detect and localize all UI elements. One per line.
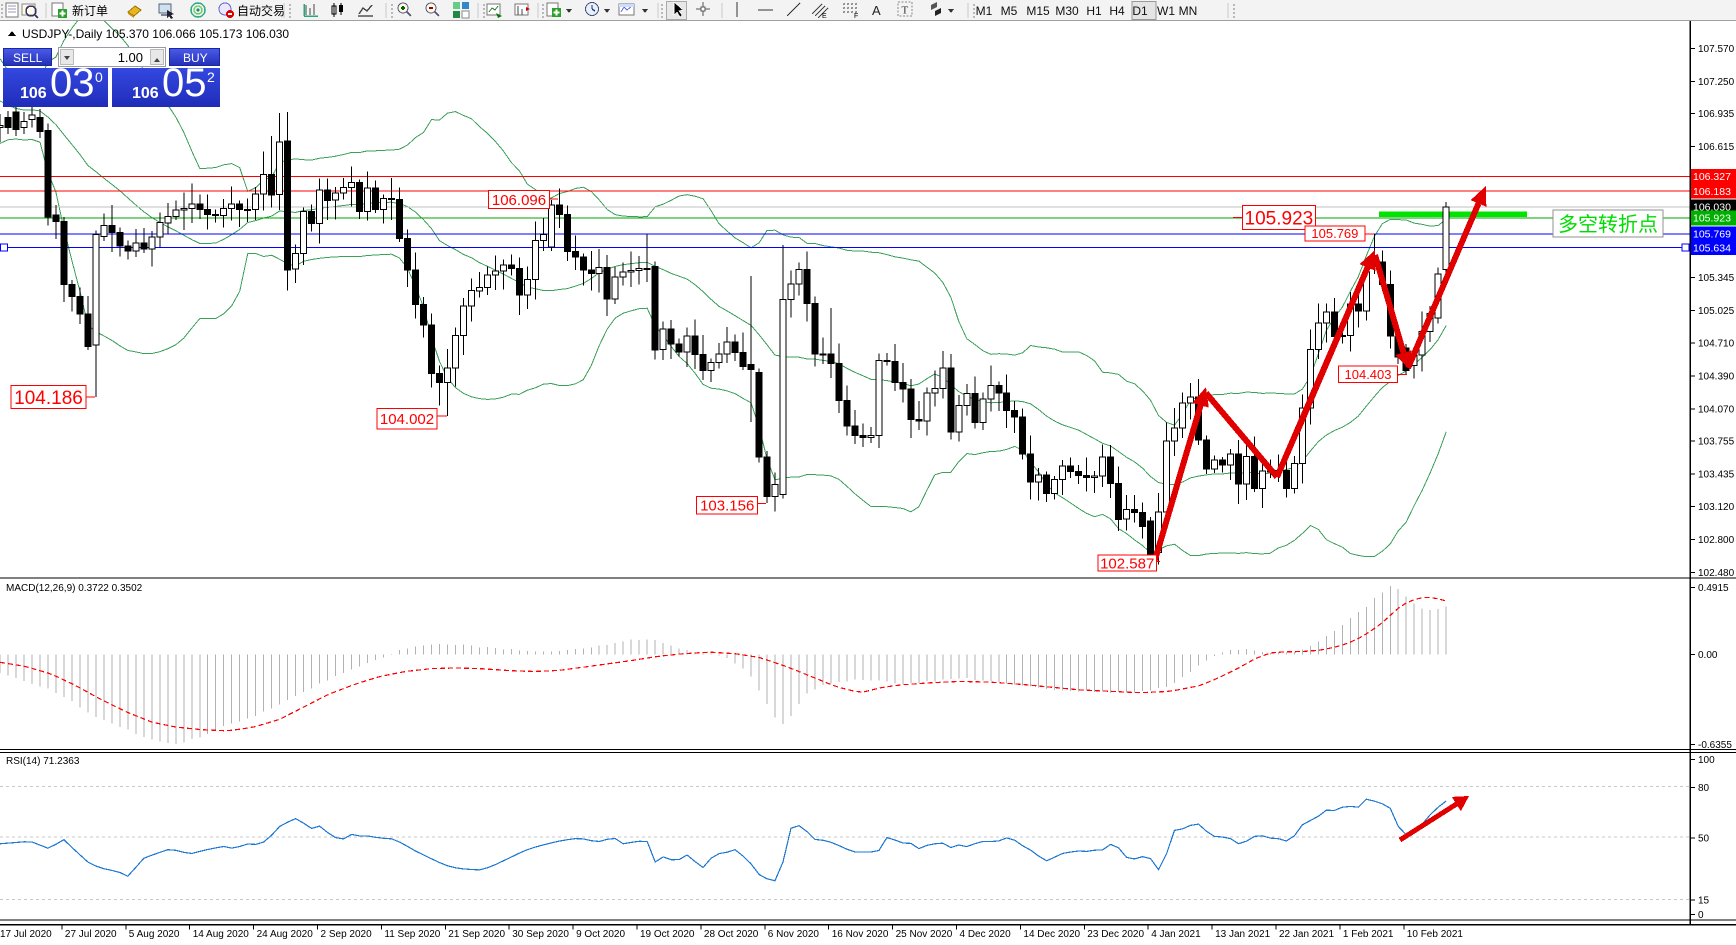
- svg-text:T: T: [902, 5, 909, 17]
- svg-text:104.403: 104.403: [1345, 367, 1392, 382]
- svg-text:H1: H1: [1086, 4, 1102, 18]
- svg-text:MACD(12,26,9) 0.3722 0.3502: MACD(12,26,9) 0.3722 0.3502: [6, 583, 143, 594]
- svg-text:107.250: 107.250: [1698, 77, 1735, 88]
- svg-text:105.634: 105.634: [1693, 243, 1731, 255]
- svg-text:104.710: 104.710: [1698, 338, 1735, 349]
- svg-text:102.587: 102.587: [1100, 556, 1154, 573]
- svg-text:M30: M30: [1055, 4, 1079, 18]
- svg-text:105.769: 105.769: [1311, 226, 1358, 241]
- svg-text:21 Sep 2020: 21 Sep 2020: [448, 929, 505, 940]
- svg-text:M5: M5: [1001, 4, 1018, 18]
- svg-text:27 Jul 2020: 27 Jul 2020: [65, 929, 117, 940]
- svg-text:103.435: 103.435: [1698, 470, 1735, 481]
- svg-text:106.327: 106.327: [1693, 171, 1731, 183]
- svg-text:9 Oct 2020: 9 Oct 2020: [576, 929, 625, 940]
- svg-text:自动交易: 自动交易: [237, 3, 285, 18]
- svg-text:0: 0: [1698, 910, 1704, 921]
- svg-text:105.345: 105.345: [1698, 273, 1735, 284]
- svg-text:104.070: 104.070: [1698, 404, 1735, 415]
- svg-text:107.570: 107.570: [1698, 44, 1735, 55]
- svg-text:106.183: 106.183: [1693, 186, 1731, 198]
- svg-text:0.00: 0.00: [1698, 650, 1718, 661]
- svg-text:16 Nov 2020: 16 Nov 2020: [832, 929, 889, 940]
- svg-text:11 Sep 2020: 11 Sep 2020: [384, 929, 440, 940]
- svg-text:1 Feb 2021: 1 Feb 2021: [1343, 929, 1394, 940]
- svg-text:新订单: 新订单: [72, 3, 108, 18]
- svg-text:103.156: 103.156: [700, 498, 754, 515]
- svg-text:104.390: 104.390: [1698, 371, 1735, 382]
- svg-text:MN: MN: [1179, 4, 1198, 18]
- svg-text:23 Dec 2020: 23 Dec 2020: [1087, 929, 1144, 940]
- svg-text:102.480: 102.480: [1698, 568, 1735, 579]
- svg-text:USDJPY-,Daily 105.370 106.066: USDJPY-,Daily 105.370 106.066 105.173 10…: [22, 27, 289, 41]
- svg-text:106.096: 106.096: [492, 192, 546, 209]
- svg-text:50: 50: [1698, 834, 1710, 845]
- svg-text:14 Aug 2020: 14 Aug 2020: [193, 929, 250, 940]
- svg-text:103.120: 103.120: [1698, 502, 1735, 513]
- svg-text:RSI(14) 71.2363: RSI(14) 71.2363: [6, 756, 80, 767]
- svg-text:M1: M1: [976, 4, 993, 18]
- svg-text:W1: W1: [1157, 4, 1175, 18]
- svg-text:A: A: [872, 3, 881, 18]
- svg-text:105.923: 105.923: [1693, 213, 1731, 225]
- svg-text:106.935: 106.935: [1698, 109, 1735, 120]
- svg-text:104.002: 104.002: [380, 411, 434, 428]
- svg-text:105.025: 105.025: [1698, 306, 1735, 317]
- svg-text:102.800: 102.800: [1698, 535, 1735, 546]
- svg-text:104.186: 104.186: [14, 388, 83, 409]
- svg-text:4 Dec 2020: 4 Dec 2020: [960, 929, 1012, 940]
- svg-text:E: E: [822, 13, 827, 20]
- svg-text:2 Sep 2020: 2 Sep 2020: [321, 929, 373, 940]
- svg-text:D1: D1: [1132, 4, 1148, 18]
- svg-text:10 Feb 2021: 10 Feb 2021: [1407, 929, 1464, 940]
- svg-text:24 Aug 2020: 24 Aug 2020: [257, 929, 314, 940]
- svg-text:4 Jan 2021: 4 Jan 2021: [1151, 929, 1201, 940]
- svg-text:30 Sep 2020: 30 Sep 2020: [512, 929, 569, 940]
- svg-text:13 Jan 2021: 13 Jan 2021: [1215, 929, 1270, 940]
- svg-text:17 Jul 2020: 17 Jul 2020: [0, 929, 52, 940]
- svg-text:F: F: [854, 13, 858, 20]
- svg-text:6 Nov 2020: 6 Nov 2020: [768, 929, 820, 940]
- svg-text:19 Oct 2020: 19 Oct 2020: [640, 929, 695, 940]
- svg-text:105.923: 105.923: [1245, 208, 1314, 229]
- svg-text:14 Dec 2020: 14 Dec 2020: [1023, 929, 1080, 940]
- svg-text:15: 15: [1698, 895, 1710, 906]
- svg-text:22 Jan 2021: 22 Jan 2021: [1279, 929, 1334, 940]
- svg-text:5 Aug 2020: 5 Aug 2020: [129, 929, 180, 940]
- svg-text:103.755: 103.755: [1698, 437, 1735, 448]
- svg-text:多空转折点: 多空转折点: [1558, 213, 1658, 236]
- svg-text:H4: H4: [1109, 4, 1125, 18]
- svg-text:28 Oct 2020: 28 Oct 2020: [704, 929, 759, 940]
- svg-text:25 Nov 2020: 25 Nov 2020: [896, 929, 953, 940]
- svg-text:105.769: 105.769: [1693, 229, 1731, 241]
- svg-text:100: 100: [1698, 755, 1715, 766]
- svg-text:106.615: 106.615: [1698, 142, 1735, 153]
- svg-text:-0.6355: -0.6355: [1698, 740, 1732, 751]
- svg-text:M15: M15: [1026, 4, 1050, 18]
- svg-text:80: 80: [1698, 783, 1710, 794]
- svg-text:0.4915: 0.4915: [1698, 583, 1729, 594]
